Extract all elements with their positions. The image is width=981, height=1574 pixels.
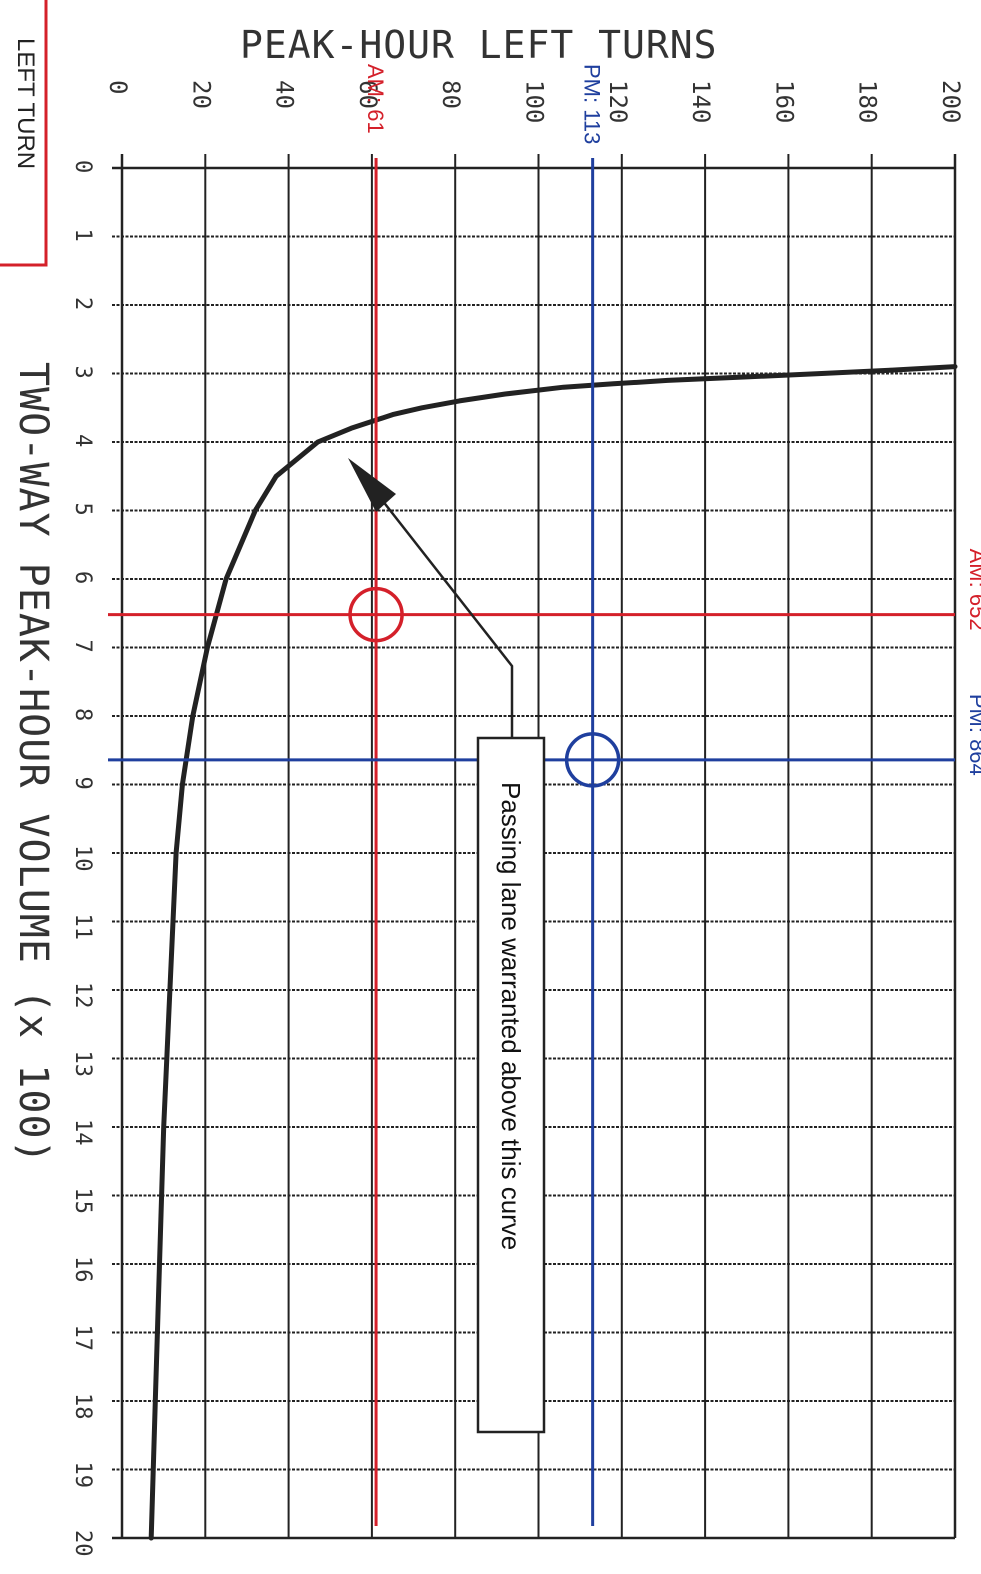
reference-label: AM: 61 [363,64,388,134]
x-tick-label: 5 [70,503,95,516]
y-tick-label: 180 [854,80,882,123]
y-tick-label: 80 [437,80,465,109]
annotation-arrowhead [348,458,396,512]
x-tick-label: 10 [70,845,95,872]
x-tick-label: 11 [70,914,95,941]
reference-label: PM: 864 [965,694,981,776]
x-tick-label: 12 [70,982,95,1009]
x-tick-label: 8 [70,708,95,721]
x-tick-label: 17 [70,1325,95,1352]
y-tick-label: 140 [687,80,715,123]
annotation-text: Passing lane warranted above this curve [496,782,526,1250]
reference-lines: AM: 61 PM: 113 AM: 652 PM: 864 [108,64,981,1526]
x-tick-label: 14 [70,1119,95,1146]
annotation-callout: Passing lane warranted above this curve [348,458,546,1434]
x-tick-label: 18 [70,1393,95,1420]
y-tick-label: 160 [770,80,798,123]
x-tick-label: 4 [70,434,95,447]
annotation-leader-line [381,499,514,738]
warrant-curve-series [148,364,958,1541]
x-tick-label: 19 [70,1462,95,1489]
x-tick-label: 13 [70,1051,95,1078]
x-tick-label: 6 [70,571,95,584]
reference-label: AM: 652 [965,549,981,631]
corner-label-box: LEFT TURN [0,0,48,267]
x-tick-label: 15 [70,1188,95,1215]
x-axis-label: TWO-WAY PEAK-HOUR VOLUME (x 100) [10,362,56,1165]
x-tick-label: 16 [70,1256,95,1283]
warrant-curve [148,364,958,1541]
annotation-box [476,736,546,1434]
y-tick-label: 20 [187,80,215,109]
x-tick-label: 20 [70,1530,95,1557]
corner-label-frame [0,0,48,267]
y-tick-label: 0 [104,80,132,94]
corner-label: LEFT TURN [12,38,39,169]
x-tick-label: 1 [70,229,95,242]
intersection-circle [348,586,404,643]
chart-title: PEAK-HOUR LEFT TURNS [240,23,718,67]
y-tick-label: 120 [604,80,632,123]
x-tick-label: 2 [70,297,95,310]
x-tick-label: 3 [70,366,95,379]
y-tick-label: 60 [354,80,382,109]
y-tick-label: 40 [271,80,299,109]
y-tick-label: 100 [521,80,549,123]
y-tick-label: 200 [937,80,965,123]
intersection-circle [564,732,621,788]
x-tick-label: 7 [70,640,95,653]
reference-label: PM: 113 [580,64,605,144]
x-tick-label: 9 [70,777,95,790]
x-tick-label: 0 [70,160,95,173]
